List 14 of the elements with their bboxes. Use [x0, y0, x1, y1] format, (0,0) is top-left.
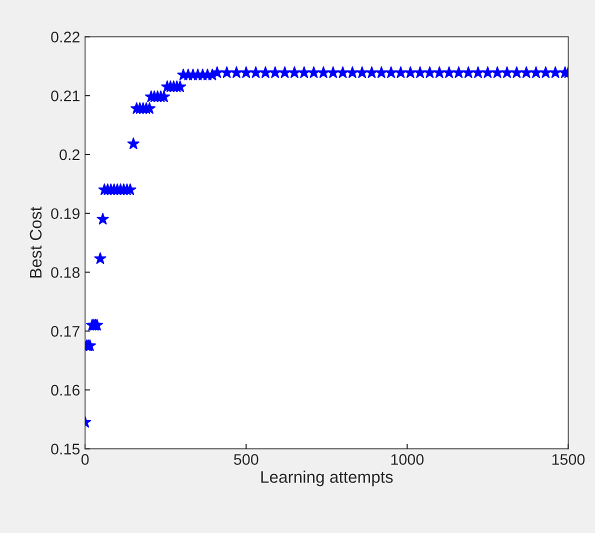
- y-tick-label: 0.21: [51, 90, 80, 102]
- x-tick-label: 0: [81, 454, 89, 465]
- y-axis-title: Best Cost: [30, 206, 42, 278]
- x-tick-label: 1000: [391, 454, 424, 465]
- y-tick-label: 0.19: [51, 208, 80, 220]
- y-tick-label: 0.16: [51, 384, 80, 396]
- y-tick-label: 0.2: [60, 149, 80, 160]
- x-tick-label: 1500: [552, 454, 585, 465]
- x-axis-title: Learning attempts: [261, 470, 393, 486]
- y-tick-label: 0.18: [51, 267, 80, 278]
- x-tick-label: 500: [234, 454, 258, 465]
- y-tick-label: 0.17: [51, 326, 80, 337]
- y-tick-label: 0.15: [51, 444, 80, 454]
- y-tick-label: 0.22: [51, 32, 80, 42]
